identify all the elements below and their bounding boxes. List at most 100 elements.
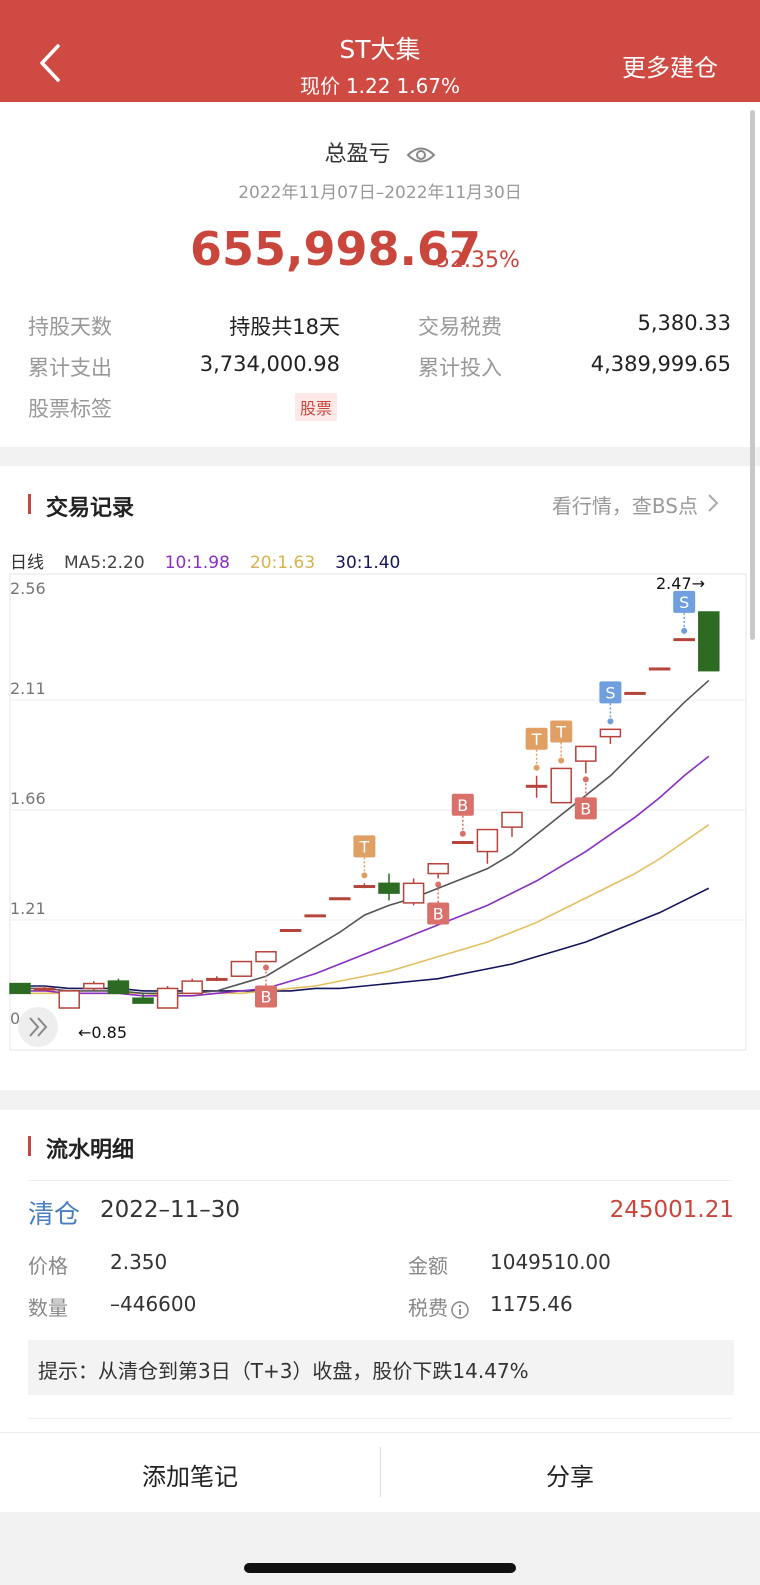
marker-dot xyxy=(582,776,589,783)
candlestick-chart[interactable]: 2.562.111.661.210.76BTBBTTBSS2.47→←0.85 xyxy=(0,572,760,1052)
chart-frame xyxy=(9,573,747,1051)
price-label: 现价 xyxy=(299,74,340,98)
price-value: 1.22 xyxy=(345,74,391,98)
total-invest-value: 4,389,999.65 xyxy=(590,352,731,376)
ma20-line xyxy=(20,824,710,997)
ma10-label: 10:1.98 xyxy=(164,553,230,573)
info-icon[interactable] xyxy=(450,1300,470,1320)
total-value: 1049510.00 xyxy=(490,1250,611,1274)
marker-dot xyxy=(681,627,688,634)
candle-body xyxy=(58,990,80,1009)
fee-label-text: 税费 xyxy=(408,1296,448,1320)
stock-tag-label: 股票标签 xyxy=(28,397,112,421)
marker-badge xyxy=(451,793,474,816)
marker-label-T: T xyxy=(359,837,370,856)
marker-label-T: T xyxy=(555,722,566,741)
marker-dot xyxy=(607,718,614,725)
marker-badge xyxy=(673,590,696,613)
tip-box: 提示：从清仓到第3日（T+3）收盘，股价下跌14.47% xyxy=(28,1340,734,1395)
marker-dot xyxy=(533,764,540,771)
date-range: 2022年11月07日–2022年11月30日 xyxy=(238,183,522,203)
y-tick-label: 2.56 xyxy=(10,579,46,598)
marker-label-B: B xyxy=(261,988,272,1007)
divider xyxy=(28,1180,732,1181)
total-label: 金额 xyxy=(408,1254,448,1278)
scrollbar[interactable] xyxy=(750,110,755,640)
candle-body xyxy=(452,841,474,845)
marker-badge xyxy=(599,681,622,704)
high-price-marker: 2.47→ xyxy=(656,574,705,593)
marker-dot xyxy=(361,872,368,879)
stock-name: ST大集 xyxy=(339,35,421,64)
candle-body xyxy=(304,914,326,918)
share-button[interactable]: 分享 xyxy=(546,1463,594,1491)
fee-value: 1175.46 xyxy=(490,1292,573,1316)
marker-label-T: T xyxy=(531,730,542,749)
candle-body xyxy=(402,882,425,904)
fee-label: 税费 xyxy=(408,1292,470,1321)
add-note-button[interactable]: 添加笔记 xyxy=(142,1463,238,1491)
candle-body xyxy=(206,977,228,981)
candle-body xyxy=(624,691,646,695)
candle-body xyxy=(673,638,695,642)
stock-tag: 股票 xyxy=(295,393,338,421)
total-spend-value: 3,734,000.98 xyxy=(199,352,340,376)
candle-body xyxy=(599,728,622,738)
tax-fee-value: 5,380.33 xyxy=(637,311,731,335)
flow-date: 2022–11–30 xyxy=(100,1197,241,1223)
ma5-label: MA5:2.20 xyxy=(64,553,145,573)
total-pl-value: 655,998.67 xyxy=(190,222,482,276)
total-pl-title: 总盈亏 xyxy=(324,142,391,167)
marker-label-B: B xyxy=(580,799,591,818)
back-arrow-icon[interactable] xyxy=(30,38,70,88)
candle-body xyxy=(378,882,400,894)
candle-body xyxy=(279,929,302,933)
candle-body xyxy=(156,987,179,1009)
eye-icon[interactable] xyxy=(406,145,436,165)
total-pl-percent: 52.35% xyxy=(436,248,520,273)
candle-body xyxy=(353,885,376,889)
flow-type: 清仓 xyxy=(28,1200,81,1230)
ma10-line xyxy=(20,755,710,997)
candle-body xyxy=(255,951,277,963)
ma30-line xyxy=(20,887,710,992)
marker-label-B: B xyxy=(457,796,468,815)
marker-badge xyxy=(353,835,376,858)
divider xyxy=(28,1418,732,1419)
ma5-line xyxy=(20,679,710,995)
marker-dot xyxy=(459,830,466,837)
candle-body xyxy=(550,767,572,804)
marker-badge xyxy=(574,797,597,820)
candle-body xyxy=(698,611,720,672)
candle-body xyxy=(230,960,253,977)
more-positions-button[interactable]: 更多建仓 xyxy=(622,54,718,82)
view-quote-link[interactable]: 看行情，查BS点 xyxy=(551,494,698,518)
price-value: 2.350 xyxy=(110,1250,168,1274)
total-invest-label: 累计投入 xyxy=(418,356,502,380)
ma30-label: 30:1.40 xyxy=(335,553,401,573)
candle-body xyxy=(501,811,523,828)
period-label[interactable]: 日线 xyxy=(10,553,44,573)
chevron-right-icon[interactable] xyxy=(706,492,720,514)
flow-title: 流水明细 xyxy=(28,1132,134,1164)
tax-fee-label: 交易税费 xyxy=(418,315,502,339)
candle-body xyxy=(525,784,548,788)
candle-body xyxy=(83,982,105,990)
home-indicator[interactable] xyxy=(244,1563,516,1573)
divider xyxy=(380,1447,381,1497)
marker-label-B: B xyxy=(433,904,444,923)
qty-label: 数量 xyxy=(28,1296,68,1320)
qty-value: –446600 xyxy=(110,1292,197,1316)
marker-dot xyxy=(263,964,269,971)
trade-records-title: 交易记录 xyxy=(28,490,134,522)
candle-body xyxy=(648,667,671,671)
marker-badge xyxy=(255,985,277,1008)
marker-label-S: S xyxy=(605,683,615,702)
summary-card: 总盈亏 2022年11月07日–2022年11月30日 655,998.67 5… xyxy=(0,102,760,447)
marker-badge xyxy=(525,727,548,750)
candle-body xyxy=(9,982,31,995)
ma-legend: 日线 MA5:2.20 10:1.98 20:1.63 30:1.40 xyxy=(10,548,420,573)
current-price: 现价 1.22 1.67% xyxy=(0,70,760,99)
expand-chart-button[interactable] xyxy=(18,1007,58,1047)
marker-label-S: S xyxy=(679,593,689,612)
